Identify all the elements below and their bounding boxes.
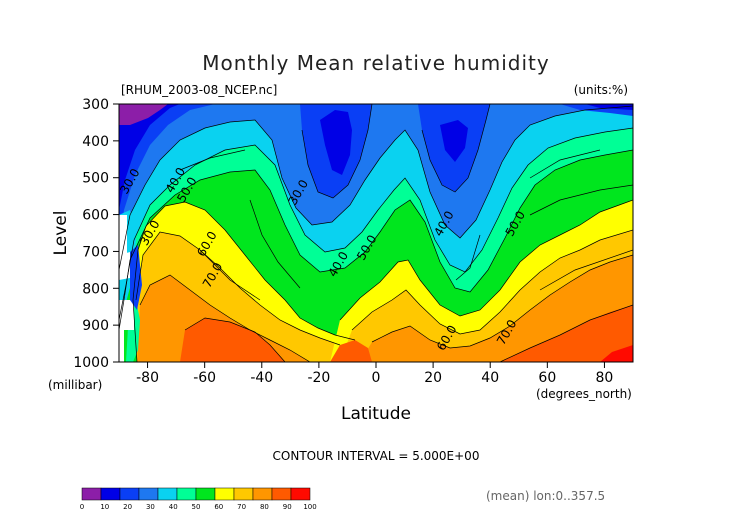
y-tick-label: 900	[82, 318, 109, 334]
y-tick-label: 400	[82, 134, 109, 150]
contour-band-90-100-north	[500, 305, 633, 362]
chart-title: Monthly Mean relative humidity	[202, 51, 549, 75]
colorbar-tick-label: 90	[283, 503, 292, 511]
colorbar-swatch	[233, 487, 254, 501]
colorbar-swatch	[138, 487, 159, 501]
colorbar-swatch	[214, 487, 235, 501]
colorbar-swatch	[195, 487, 216, 501]
contour-interval-label: CONTOUR INTERVAL = 5.000E+00	[273, 449, 480, 463]
x-tick-label: 0	[372, 370, 381, 386]
colorbar-swatch	[252, 487, 273, 501]
contour-band-100	[600, 345, 633, 362]
colorbar: 0 10 20 30 40 50 60 70 80 90 100	[80, 487, 317, 511]
colorbar-swatch	[271, 487, 292, 501]
footer-label: (mean) lon:0..357.5	[486, 489, 605, 503]
colorbar-tick-label: 60	[214, 503, 223, 511]
x-tick-label: -60	[193, 370, 216, 386]
contour-band-90-100-equator	[330, 340, 372, 362]
y-tick-label: 1000	[73, 355, 109, 371]
colorbar-tick-label: 20	[123, 503, 132, 511]
x-tick-label: 80	[596, 370, 614, 386]
y-axis-label: Level	[51, 211, 71, 256]
y-axis-units: (millibar)	[48, 378, 102, 392]
y-tick-label: 700	[82, 244, 109, 260]
x-axis-units: (degrees_north)	[536, 387, 632, 401]
contour-band-20-30-upper	[119, 104, 633, 240]
contour-band-0-10	[119, 104, 168, 125]
colorbar-tick-label: 10	[100, 503, 109, 511]
colorbar-swatch	[290, 487, 311, 501]
colorbar-swatch	[157, 487, 178, 501]
y-tick-label: 500	[82, 171, 109, 187]
colorbar-tick-label: 30	[146, 503, 155, 511]
colorbar-tick-label: 100	[303, 503, 316, 511]
x-tick-label: -20	[307, 370, 330, 386]
colorbar-tick-label: 0	[80, 503, 84, 511]
contour-band-30-40-upper	[119, 104, 633, 270]
colorbar-tick-label: 70	[237, 503, 246, 511]
units-label: (units:%)	[574, 83, 628, 97]
y-tick-label: 800	[82, 281, 109, 297]
y-axis: 300 400 500 600 700 800 900 1000	[73, 97, 119, 371]
y-tick-label: 600	[82, 208, 109, 224]
x-tick-label: -80	[136, 370, 159, 386]
x-tick-label: 60	[538, 370, 556, 386]
contour-band-90-100	[180, 318, 285, 362]
x-tick-label: 20	[424, 370, 442, 386]
contour-band-80-90	[137, 275, 310, 362]
contour-lines	[119, 104, 633, 362]
y-tick-label: 300	[82, 97, 109, 113]
x-tick-label: 40	[481, 370, 499, 386]
file-label: [RHUM_2003-08_NCEP.nc]	[121, 83, 277, 97]
x-tick-label: -40	[250, 370, 273, 386]
colorbar-tick-label: 80	[260, 503, 269, 511]
x-axis: -80 -60 -40 -20 0 20 40 60 80	[136, 362, 613, 386]
x-axis-label: Latitude	[341, 404, 411, 424]
colorbar-swatch	[176, 487, 197, 501]
plot-area: 30.0 40.050.030.0 60.070.030.040.050.040.0…	[119, 104, 633, 362]
colorbar-tick-label: 50	[192, 503, 201, 511]
colorbar-swatch	[100, 487, 121, 501]
colorbar-swatch	[119, 487, 140, 501]
colorbar-swatch	[81, 487, 102, 501]
colorbar-tick-label: 40	[169, 503, 178, 511]
